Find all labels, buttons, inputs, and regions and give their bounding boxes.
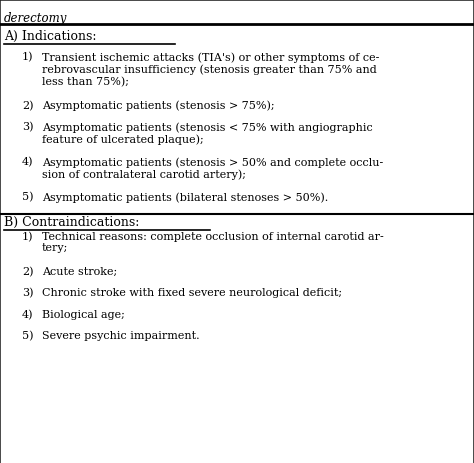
Text: Asymptomatic patients (stenosis > 50% and complete occlu-
sion of contralateral : Asymptomatic patients (stenosis > 50% an… xyxy=(42,157,383,180)
Text: Biological age;: Biological age; xyxy=(42,309,125,319)
Text: 2): 2) xyxy=(22,267,34,277)
Text: Asymptomatic patients (bilateral stenoses > 50%).: Asymptomatic patients (bilateral stenose… xyxy=(42,192,328,203)
Text: Severe psychic impairment.: Severe psychic impairment. xyxy=(42,331,200,341)
Text: derectomy: derectomy xyxy=(4,12,67,25)
Text: 2): 2) xyxy=(22,100,34,111)
Text: Asymptomatic patients (stenosis < 75% with angiographic
feature of ulcerated pla: Asymptomatic patients (stenosis < 75% wi… xyxy=(42,122,373,145)
Text: 3): 3) xyxy=(22,288,34,298)
Text: 5): 5) xyxy=(22,192,34,202)
Text: A) Indications:: A) Indications: xyxy=(4,30,97,43)
Text: Acute stroke;: Acute stroke; xyxy=(42,267,117,276)
Text: 3): 3) xyxy=(22,122,34,132)
Text: Chronic stroke with fixed severe neurological deficit;: Chronic stroke with fixed severe neurolo… xyxy=(42,288,342,298)
Text: Transient ischemic attacks (TIA's) or other symptoms of ce-
rebrovascular insuff: Transient ischemic attacks (TIA's) or ot… xyxy=(42,52,379,87)
Text: Asymptomatic patients (stenosis > 75%);: Asymptomatic patients (stenosis > 75%); xyxy=(42,100,274,111)
Text: 1): 1) xyxy=(22,52,34,63)
Text: 4): 4) xyxy=(22,157,34,167)
Text: B) Contraindications:: B) Contraindications: xyxy=(4,215,139,229)
Text: 1): 1) xyxy=(22,232,34,242)
Text: Technical reasons: complete occlusion of internal carotid ar-
tery;: Technical reasons: complete occlusion of… xyxy=(42,232,384,253)
Text: 4): 4) xyxy=(22,309,34,320)
Text: 5): 5) xyxy=(22,331,34,341)
